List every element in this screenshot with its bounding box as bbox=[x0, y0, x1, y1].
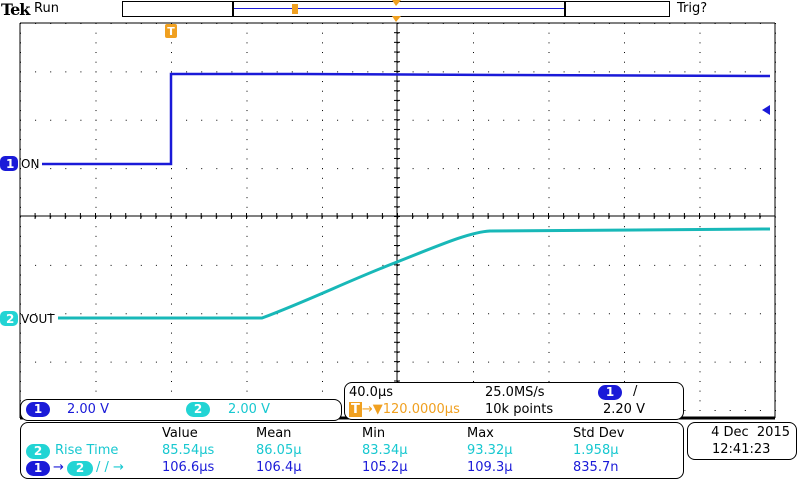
svg-text:1: 1 bbox=[6, 157, 14, 171]
trigger-level-icon bbox=[762, 105, 770, 115]
sample-rate: 25.0MS/s bbox=[485, 385, 545, 400]
trigger-status: Trig? bbox=[677, 1, 708, 16]
channel-2-waveform bbox=[58, 227, 771, 320]
svg-text:VOUT: VOUT bbox=[21, 312, 55, 326]
trigger-position-icon bbox=[392, 16, 401, 22]
trigger-marker-icon bbox=[165, 24, 177, 38]
channel-1-scale: 2.00 V bbox=[67, 402, 109, 417]
measurement-name: / / → bbox=[96, 460, 124, 475]
svg-text:T: T bbox=[167, 25, 175, 38]
source-badge: 1 bbox=[26, 461, 50, 476]
trigger-delay: T →▼120.0000µs bbox=[349, 402, 460, 417]
target-badge: 2 bbox=[67, 461, 93, 476]
trigger-slope-icon: / bbox=[633, 384, 638, 399]
trigger-source-badge: 1 bbox=[598, 385, 622, 400]
time: 12:41:23 bbox=[712, 442, 771, 457]
datetime-panel: 4 Dec 2015 12:41:23 bbox=[687, 422, 797, 460]
timebase-panel[interactable]: 40.0µs 25.0MS/s 1 / T →▼120.0000µs 10k po… bbox=[344, 382, 684, 420]
measurement-name: Rise Time bbox=[55, 443, 119, 458]
channel-2-marker bbox=[0, 311, 18, 326]
channel-2-badge: 2 bbox=[186, 402, 210, 417]
channel-1-badge: 1 bbox=[26, 402, 50, 417]
channel-scale-panel[interactable]: 1 2.00 V 2 2.00 V bbox=[20, 399, 342, 421]
svg-text:2: 2 bbox=[6, 312, 14, 326]
trigger-level: 2.20 V bbox=[603, 402, 645, 417]
date: 4 Dec 2015 bbox=[711, 425, 790, 440]
channel-2-scale: 2.00 V bbox=[228, 402, 270, 417]
channel-1-marker bbox=[0, 156, 18, 171]
record-length: 10k points bbox=[485, 402, 554, 417]
waveform-display[interactable]: T 1 ON 2 VOUT bbox=[0, 0, 800, 420]
horizontal-scale: 40.0µs bbox=[349, 385, 393, 400]
channel-1-waveform bbox=[42, 72, 771, 166]
trigger-marker-icon bbox=[292, 4, 298, 14]
measurement-panel[interactable]: Value Mean Min Max Std Dev 2 Rise Time 8… bbox=[20, 422, 684, 479]
graticule bbox=[19, 22, 776, 420]
brand-logo: Tek bbox=[1, 0, 30, 19]
svg-text:ON: ON bbox=[21, 157, 39, 171]
source-badge: 2 bbox=[26, 444, 50, 459]
acquisition-state: Run bbox=[34, 1, 59, 16]
trigger-position-icon bbox=[392, 0, 401, 6]
